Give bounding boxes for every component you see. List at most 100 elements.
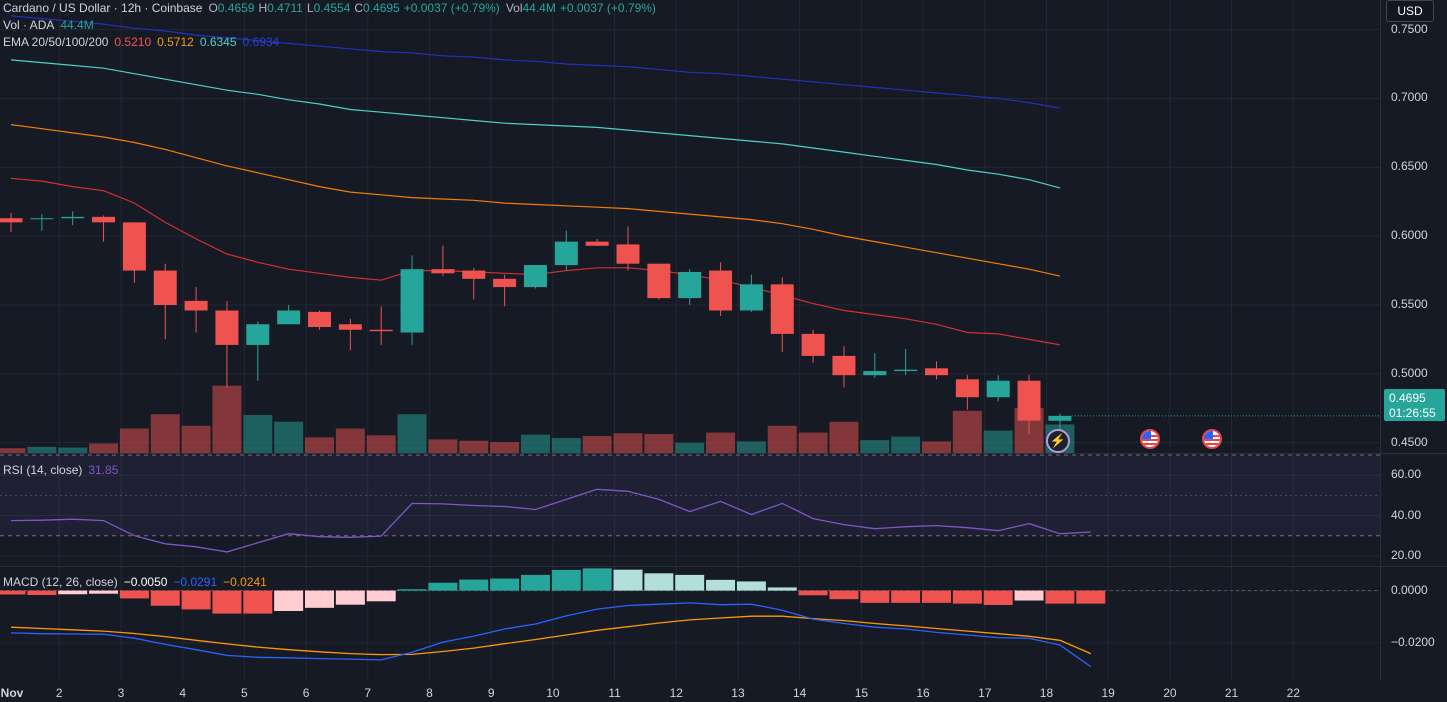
macd-histogram-bar: [459, 579, 489, 591]
price-axis-tick: 0.4500: [1391, 434, 1428, 449]
volume-bar: [891, 436, 921, 453]
symbol-title[interactable]: Cardano / US Dollar · 12h · Coinbase: [3, 1, 203, 15]
ema100-value: 0.6345: [199, 35, 237, 49]
candle-body: [462, 270, 486, 279]
macd-histogram-bar: [490, 578, 520, 591]
candle-body: [616, 244, 640, 264]
volume-bar: [736, 441, 766, 453]
candle-body: [955, 379, 979, 398]
macd-histogram-bar: [212, 590, 242, 614]
macd-histogram-bar: [1076, 590, 1106, 604]
volume-bar: [860, 440, 890, 453]
macd-histogram-bar: [397, 589, 427, 591]
macd-legend-label[interactable]: MACD (12, 26, close): [3, 575, 118, 589]
volume-bar: [706, 432, 736, 453]
close-value: 0.4695: [363, 1, 400, 15]
time-axis-tick: 14: [792, 686, 807, 700]
macd-histogram: [0, 568, 1106, 614]
macd-histogram-bar: [952, 590, 982, 604]
macd-histogram-bar: [27, 590, 57, 596]
last-price-badge: 0.4695 01:26:55: [1384, 389, 1445, 421]
volume-legend-value: 44.4M: [60, 18, 94, 32]
open-value: 0.4659: [217, 1, 255, 15]
macd-signal-line: [10, 615, 1092, 656]
vol-label: Vol: [505, 1, 523, 15]
candle-body: [92, 216, 116, 223]
macd-line: [10, 602, 1092, 668]
volume-bar: [551, 438, 581, 453]
volume-bar: [366, 435, 396, 453]
macd-histogram-bar: [1045, 590, 1075, 604]
time-axis-tick: 11: [608, 686, 621, 700]
volume-bar: [428, 439, 458, 453]
macd-histogram-bar: [58, 590, 88, 595]
volume-bar: [459, 440, 489, 453]
time-axis-tick: 9: [487, 686, 495, 700]
macd-histogram-bar: [798, 590, 828, 596]
candle-body: [894, 369, 918, 372]
candle-body: [554, 241, 578, 266]
time-axis-tick: 7: [364, 686, 372, 700]
rsi-axis-tick: 20.00: [1391, 547, 1422, 562]
time-axis-tick: Nov: [0, 686, 24, 700]
us-flag-event-icon[interactable]: [1140, 429, 1160, 449]
ema50-line: [10, 124, 1061, 277]
macd-histogram-bar: [119, 590, 149, 599]
macd-axis-tick: 0.0000: [1391, 582, 1428, 597]
volume-legend-label[interactable]: Vol · ADA: [3, 18, 55, 32]
price-axis-tick: 0.5000: [1391, 365, 1428, 380]
time-axis-tick: 18: [1039, 686, 1054, 700]
lightning-icon[interactable]: ⚡: [1046, 429, 1070, 453]
price-axis-tick: 0.6000: [1391, 228, 1428, 243]
time-axis-tick: 8: [426, 686, 433, 700]
candle-body: [61, 216, 85, 219]
volume-bar: [767, 425, 797, 453]
currency-button[interactable]: USD: [1386, 0, 1434, 22]
volume-bar: [983, 430, 1013, 453]
volume-bars: [0, 385, 1075, 453]
macd-histogram-bar: [922, 590, 951, 603]
macd-histogram-bar: [335, 590, 365, 605]
time-axis-tick: 3: [117, 686, 125, 700]
candle-body: [739, 284, 763, 311]
volume-bar: [243, 414, 273, 453]
time-axis-tick: 4: [179, 686, 187, 700]
macd-histogram-bar: [243, 590, 273, 614]
candle-body: [122, 222, 146, 271]
time-axis-tick: 5: [241, 686, 248, 700]
macd-hist-value: −0.0050: [123, 575, 168, 589]
macd-histogram-bar: [829, 590, 859, 600]
macd-histogram-bar: [736, 581, 766, 591]
high-label: H: [258, 1, 268, 15]
macd-histogram-bar: [428, 582, 458, 591]
candle-body: [184, 300, 208, 311]
ema-legend-label[interactable]: EMA 20/50/100/200: [3, 35, 109, 49]
volume-bar: [212, 385, 242, 453]
candle-body: [246, 324, 270, 345]
us-flag-event-icon[interactable]: [1202, 429, 1222, 449]
rsi-axis-tick: 60.00: [1391, 467, 1422, 482]
close-label: C: [354, 1, 364, 15]
volume-bar: [613, 433, 643, 453]
volume-bar: [798, 432, 828, 453]
candle-body: [431, 269, 455, 274]
time-axis-tick: 12: [669, 686, 683, 700]
rsi-legend-value: 31.85: [88, 463, 119, 477]
macd-histogram-bar: [644, 573, 674, 591]
time-axis-tick: 17: [978, 686, 992, 700]
volume-bar: [181, 425, 211, 453]
main-legend: Cardano / US Dollar · 12h · Coinbase O0.4…: [3, 0, 668, 17]
macd-histogram-bar: [89, 590, 119, 594]
macd-histogram-bar: [305, 590, 334, 608]
rsi-legend-label[interactable]: RSI (14, close): [3, 463, 83, 477]
last-price: 0.4695: [1389, 391, 1426, 405]
macd-histogram-bar: [1014, 590, 1044, 601]
volume-bar: [397, 414, 427, 453]
volume-bar: [582, 436, 612, 453]
macd-histogram-bar: [582, 568, 612, 591]
macd-histogram-bar: [860, 590, 890, 603]
bar-countdown: 01:26:55: [1389, 406, 1436, 420]
volume-bar: [520, 434, 550, 453]
volume-bar: [0, 448, 26, 453]
